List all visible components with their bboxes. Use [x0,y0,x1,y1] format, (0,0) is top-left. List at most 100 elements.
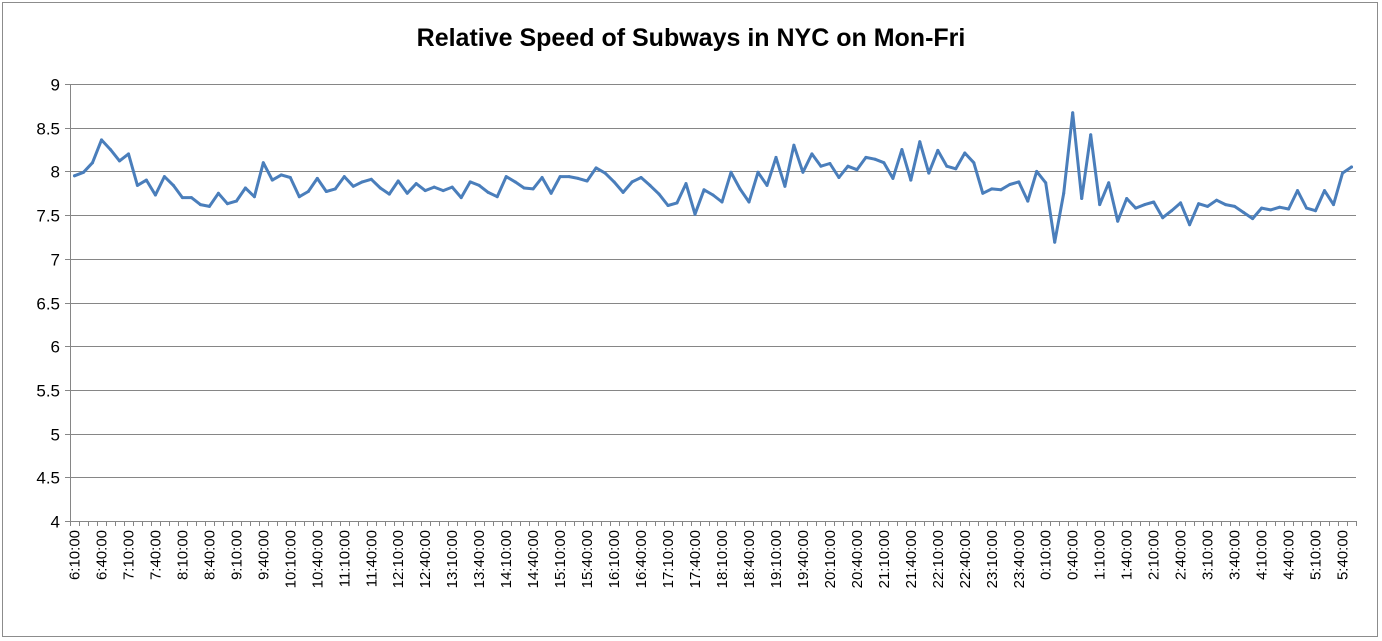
data-point [549,191,553,195]
data-point [171,183,175,187]
data-point [396,179,400,183]
x-tick-label: 8:40:00 [201,530,218,580]
x-tick-label: 13:10:00 [444,530,461,588]
data-point [621,190,625,194]
data-point [1107,181,1111,185]
data-point [1332,203,1335,207]
data-point [558,175,562,179]
data-point [360,180,364,184]
data-point [927,171,931,175]
data-point [144,178,148,182]
data-point [1044,181,1048,185]
y-tick-label: 4 [51,513,60,532]
data-point [162,175,166,179]
chart-title: Relative Speed of Subways in NYC on Mon-… [416,24,966,52]
data-point [909,178,913,182]
x-tick-label: 8:10:00 [174,530,191,580]
data-point [594,166,598,170]
x-tick-label: 23:40:00 [1011,530,1028,588]
data-point [828,162,832,165]
data-point [1179,201,1183,205]
data-point [972,161,976,165]
data-point [648,183,652,187]
data-point [513,180,517,184]
y-tick-label: 8 [51,163,60,182]
x-tick-label: 10:10:00 [282,530,299,588]
data-point [1017,180,1021,184]
data-point [315,176,319,180]
data-point [630,180,634,184]
data-point [1134,206,1138,210]
x-tick-label: 11:10:00 [336,530,353,587]
x-axis-tick-labels: 6:10:00 6:40:00 7:10:00 7:40:00 8:10:00 8:40:… [67,530,1352,588]
data-point [189,196,193,200]
x-tick-label: 14:40:00 [525,530,542,588]
data-point [1206,204,1210,208]
x-tick-label: 16:10:00 [606,530,623,588]
data-point [765,183,769,187]
data-point [666,204,670,207]
data-point [495,195,499,199]
data-point [882,161,886,165]
data-point [468,180,472,184]
data-point [1026,199,1030,203]
gridlines [70,84,1356,478]
data-point [738,187,742,191]
x-tick-label: 10:40:00 [309,530,326,588]
data-point [711,193,715,197]
data-point [819,164,823,168]
data-point [351,184,355,188]
data-point [1197,202,1201,206]
x-tick-label: 23:10:00 [984,530,1001,588]
data-point [1224,203,1228,207]
data-point [1008,183,1012,186]
data-point [1287,207,1291,211]
x-tick-label: 22:10:00 [930,530,947,588]
x-tick-label: 7:40:00 [147,530,164,580]
data-point [207,204,211,208]
data-point [1251,217,1255,221]
data-series [73,111,1353,244]
data-point [864,155,868,159]
series-line [73,111,1353,244]
data-point [423,189,427,193]
data-point [1161,216,1165,220]
data-point [522,186,526,190]
data-point [297,195,301,199]
data-point [999,188,1003,192]
data-point [1170,209,1174,213]
data-point [774,155,778,159]
data-point [846,164,850,168]
x-tick-label: 4:10:00 [1254,530,1271,580]
data-point [801,170,805,174]
data-point [792,143,796,147]
data-point [387,192,391,196]
data-point [1062,191,1066,195]
data-point [109,148,112,152]
data-point [1098,203,1102,207]
x-tick-label: 0:40:00 [1065,530,1082,580]
data-point [1242,211,1246,214]
data-point [180,196,184,200]
x-tick-label: 17:40:00 [687,530,704,588]
x-tick-label: 9:10:00 [228,530,245,580]
data-point [306,190,310,193]
x-tick-label: 1:10:00 [1092,530,1109,580]
x-tick-label: 9:40:00 [255,530,272,580]
data-point [1323,189,1326,193]
data-point [1071,111,1075,115]
data-point [288,176,292,179]
data-point [1305,206,1308,210]
data-point [414,182,418,186]
x-tick-label: 6:40:00 [94,530,111,580]
y-tick-label: 4.5 [36,469,60,488]
data-point [459,196,463,200]
x-tick-label: 16:40:00 [633,530,650,588]
x-tick-label: 5:40:00 [1335,530,1352,580]
data-point [540,176,544,179]
data-point [135,183,139,187]
x-tick-label: 13:40:00 [471,530,488,588]
y-tick-label: 5.5 [36,382,60,401]
